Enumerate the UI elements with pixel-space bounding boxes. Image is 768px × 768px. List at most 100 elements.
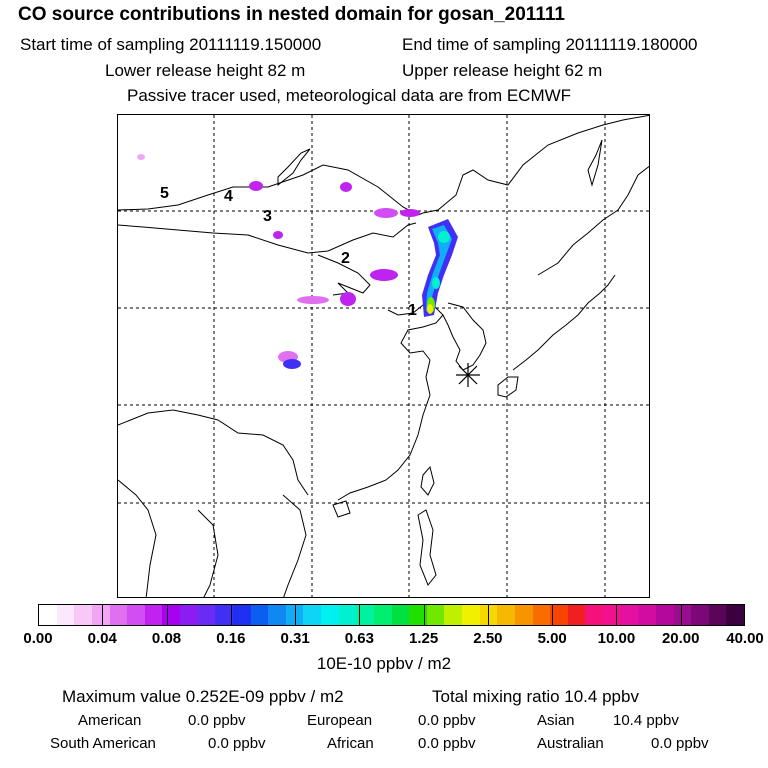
korea-peninsula [442, 302, 487, 371]
plume-blob [400, 209, 420, 217]
colorbar-tick-label: 0.31 [280, 630, 310, 647]
region-name-american: American [78, 712, 142, 729]
region-value-european: 0.0 ppbv [418, 712, 476, 729]
colorbar-segment [373, 605, 392, 625]
south-china-border [118, 409, 309, 496]
colorbar-segment [391, 605, 410, 625]
colorbar-segment [109, 605, 128, 625]
colorbar-tick-label: 0.16 [216, 630, 246, 647]
colorbar-segment [285, 605, 304, 625]
colorbar-tick-label: 40.00 [726, 630, 764, 647]
colorbar-tick-label: 0.04 [87, 630, 117, 647]
colorbar-segment [691, 605, 709, 625]
colorbar-segment [638, 605, 656, 625]
philippines [417, 509, 437, 586]
lake-baikal [277, 148, 311, 187]
sakhalin [587, 139, 603, 187]
plume-core-cyan [438, 231, 450, 243]
start-time: Start time of sampling 20111119.150000 [20, 35, 322, 54]
trajectory-label-1: 1 [408, 302, 417, 319]
region-value-south-american: 0.0 ppbv [208, 735, 266, 752]
plume-blob [249, 181, 263, 191]
china-interior-border [118, 222, 417, 254]
region-name-asian: Asian [537, 712, 575, 729]
trajectory-label-2: 2 [341, 250, 350, 267]
yellow-river [317, 254, 371, 296]
mongolia-border [118, 164, 424, 216]
asterisk-icon [456, 363, 480, 387]
plume-blob [340, 292, 356, 306]
colorbar-tick-label: 5.00 [537, 630, 567, 647]
hainan [332, 500, 351, 518]
plume-blob [340, 182, 352, 192]
plot-title: CO source contributions in nested domain… [18, 4, 565, 25]
lower-release-height: Lower release height 82 m [105, 61, 306, 80]
plume-core-cyan [432, 277, 440, 289]
end-time: End time of sampling 20111119.180000 [402, 35, 698, 54]
taiwan [420, 465, 435, 496]
colorbar-segment [39, 605, 57, 625]
colorbar-divider [295, 605, 297, 625]
region-value-african: 0.0 ppbv [418, 735, 476, 752]
plume-core-mid [426, 225, 452, 313]
bohai-coast [387, 304, 444, 361]
coastlines [118, 115, 649, 597]
colorbar-segment [532, 605, 551, 625]
colorbar-segment [550, 605, 568, 625]
plume-blob [370, 269, 398, 281]
region-name-european: European [307, 712, 373, 729]
plume-blob [297, 296, 329, 304]
plume-blob [273, 231, 283, 239]
trajectory-label-3: 3 [263, 208, 272, 225]
colorbar-segment [726, 605, 744, 625]
indochina-coast [197, 509, 219, 597]
region-name-australian: Australian [537, 735, 604, 752]
colorbar-segment [268, 605, 286, 625]
russia-far-east [537, 165, 649, 276]
colorbar-segment [514, 605, 533, 625]
colorbar-divider [552, 605, 554, 625]
colorbar-segment [321, 605, 339, 625]
colorbar-divider [616, 605, 618, 625]
northeast-border [422, 115, 649, 214]
japan-south [497, 376, 519, 398]
colorbar-divider [359, 605, 361, 625]
region-name-south-american: South American [50, 735, 156, 752]
colorbar-units: 10E-10 ppbv / m2 [316, 654, 452, 673]
colorbar-segment [215, 605, 233, 625]
colorbar-segment [303, 605, 321, 625]
colorbar-segment [673, 605, 692, 625]
colorbar-segment [620, 605, 639, 625]
colorbar-tick-label: 2.50 [473, 630, 503, 647]
india-coast [118, 479, 157, 597]
colorbar-segment [356, 605, 374, 625]
upper-release-height: Upper release height 62 m [402, 61, 603, 80]
colorbar-divider [680, 605, 682, 625]
colorbar-segment [426, 605, 445, 625]
grid-lines [118, 115, 649, 597]
colorbar-tick-label: 0.00 [23, 630, 53, 647]
colorbar-segment [197, 605, 216, 625]
colorbar-segment [91, 605, 110, 625]
plume-core-yellow [427, 304, 433, 314]
total-mixing-ratio: Total mixing ratio 10.4 ppbv [432, 687, 639, 706]
region-name-african: African [327, 735, 374, 752]
tracer-note: Passive tracer used, meteorological data… [127, 86, 572, 105]
colorbar-segment [655, 605, 674, 625]
colorbar-segment [144, 605, 163, 625]
colorbar-tick-label: 0.63 [344, 630, 374, 647]
colorbar-segment [127, 605, 145, 625]
colorbar-divider [487, 605, 489, 625]
trajectory-label-4: 4 [224, 188, 233, 205]
colorbar-segment [338, 605, 357, 625]
colorbar-segment [462, 605, 480, 625]
colorbar-segment [232, 605, 251, 625]
concentration-plume [137, 154, 458, 369]
colorbar-segment [585, 605, 603, 625]
region-value-asian: 10.4 ppbv [613, 712, 679, 729]
colorbar-segment [567, 605, 586, 625]
colorbar-divider [102, 605, 104, 625]
japan-coast [512, 274, 616, 371]
region-value-australian: 0.0 ppbv [651, 735, 709, 752]
colorbar-segment [74, 605, 92, 625]
